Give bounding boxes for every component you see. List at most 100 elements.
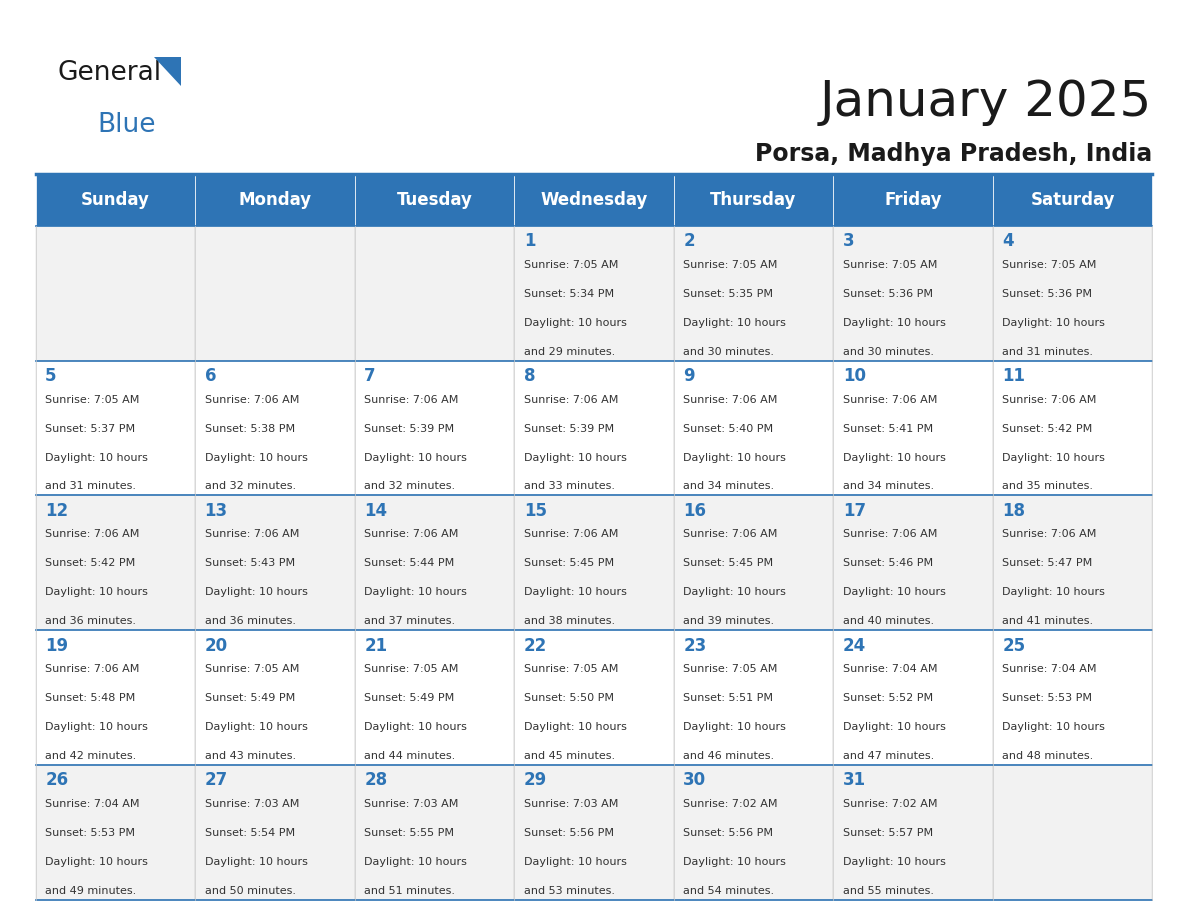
Text: Sunday: Sunday <box>81 191 150 209</box>
Text: Daylight: 10 hours: Daylight: 10 hours <box>45 588 148 598</box>
Text: and 41 minutes.: and 41 minutes. <box>1003 616 1093 626</box>
Text: Sunset: 5:49 PM: Sunset: 5:49 PM <box>365 693 455 703</box>
Text: Daylight: 10 hours: Daylight: 10 hours <box>524 588 626 598</box>
Bar <box>355 630 514 765</box>
Text: and 30 minutes.: and 30 minutes. <box>683 347 775 357</box>
Bar <box>993 226 1152 361</box>
Text: and 40 minutes.: and 40 minutes. <box>842 616 934 626</box>
Text: Sunset: 5:49 PM: Sunset: 5:49 PM <box>204 693 295 703</box>
Text: Daylight: 10 hours: Daylight: 10 hours <box>204 588 308 598</box>
Text: and 45 minutes.: and 45 minutes. <box>524 751 615 761</box>
Text: and 39 minutes.: and 39 minutes. <box>683 616 775 626</box>
Text: Sunrise: 7:04 AM: Sunrise: 7:04 AM <box>842 664 937 674</box>
Text: Sunset: 5:42 PM: Sunset: 5:42 PM <box>45 558 135 568</box>
Text: and 38 minutes.: and 38 minutes. <box>524 616 615 626</box>
Text: Daylight: 10 hours: Daylight: 10 hours <box>204 453 308 463</box>
Text: 8: 8 <box>524 367 536 385</box>
Bar <box>195 765 355 900</box>
Text: Daylight: 10 hours: Daylight: 10 hours <box>45 453 148 463</box>
Bar <box>833 630 993 765</box>
Text: 2: 2 <box>683 232 695 251</box>
Text: Daylight: 10 hours: Daylight: 10 hours <box>683 318 786 328</box>
Text: Sunrise: 7:06 AM: Sunrise: 7:06 AM <box>683 530 778 539</box>
Text: and 34 minutes.: and 34 minutes. <box>683 481 775 491</box>
Text: 10: 10 <box>842 367 866 385</box>
Text: Sunset: 5:53 PM: Sunset: 5:53 PM <box>45 828 135 838</box>
Bar <box>36 496 195 630</box>
Bar <box>355 765 514 900</box>
Bar <box>674 496 833 630</box>
Text: and 32 minutes.: and 32 minutes. <box>204 481 296 491</box>
Text: Daylight: 10 hours: Daylight: 10 hours <box>204 856 308 867</box>
Bar <box>993 765 1152 900</box>
Bar <box>674 630 833 765</box>
Text: Sunset: 5:35 PM: Sunset: 5:35 PM <box>683 289 773 298</box>
Text: 23: 23 <box>683 636 707 655</box>
Bar <box>514 630 674 765</box>
Text: Daylight: 10 hours: Daylight: 10 hours <box>842 318 946 328</box>
Text: and 50 minutes.: and 50 minutes. <box>204 886 296 896</box>
Text: Sunrise: 7:06 AM: Sunrise: 7:06 AM <box>204 530 299 539</box>
Text: and 55 minutes.: and 55 minutes. <box>842 886 934 896</box>
Text: Daylight: 10 hours: Daylight: 10 hours <box>1003 318 1105 328</box>
Text: Sunrise: 7:05 AM: Sunrise: 7:05 AM <box>1003 260 1097 270</box>
Bar <box>833 765 993 900</box>
Text: Daylight: 10 hours: Daylight: 10 hours <box>683 856 786 867</box>
Text: Sunset: 5:46 PM: Sunset: 5:46 PM <box>842 558 933 568</box>
Text: Daylight: 10 hours: Daylight: 10 hours <box>45 722 148 732</box>
Text: 16: 16 <box>683 502 707 520</box>
Text: Sunrise: 7:06 AM: Sunrise: 7:06 AM <box>842 395 937 405</box>
Bar <box>195 630 355 765</box>
Text: Sunset: 5:45 PM: Sunset: 5:45 PM <box>683 558 773 568</box>
Text: Sunrise: 7:06 AM: Sunrise: 7:06 AM <box>365 530 459 539</box>
Text: January 2025: January 2025 <box>820 78 1152 126</box>
Text: Daylight: 10 hours: Daylight: 10 hours <box>365 722 467 732</box>
Bar <box>833 496 993 630</box>
Text: Daylight: 10 hours: Daylight: 10 hours <box>524 453 626 463</box>
Bar <box>195 361 355 496</box>
Bar <box>195 174 355 226</box>
Text: Sunrise: 7:04 AM: Sunrise: 7:04 AM <box>1003 664 1097 674</box>
Text: Sunrise: 7:05 AM: Sunrise: 7:05 AM <box>524 664 618 674</box>
Text: Sunrise: 7:06 AM: Sunrise: 7:06 AM <box>204 395 299 405</box>
Text: Sunrise: 7:05 AM: Sunrise: 7:05 AM <box>45 395 139 405</box>
Text: 17: 17 <box>842 502 866 520</box>
Bar <box>195 226 355 361</box>
Bar <box>514 174 674 226</box>
Text: 29: 29 <box>524 771 546 789</box>
Bar <box>514 226 674 361</box>
Text: 19: 19 <box>45 636 68 655</box>
Text: Sunrise: 7:06 AM: Sunrise: 7:06 AM <box>524 530 618 539</box>
Bar <box>36 226 195 361</box>
Text: 18: 18 <box>1003 502 1025 520</box>
Text: Sunrise: 7:06 AM: Sunrise: 7:06 AM <box>1003 395 1097 405</box>
Bar <box>993 630 1152 765</box>
Text: and 42 minutes.: and 42 minutes. <box>45 751 137 761</box>
Bar <box>355 496 514 630</box>
Text: Daylight: 10 hours: Daylight: 10 hours <box>204 722 308 732</box>
Text: 11: 11 <box>1003 367 1025 385</box>
Text: Daylight: 10 hours: Daylight: 10 hours <box>842 453 946 463</box>
Text: Sunrise: 7:03 AM: Sunrise: 7:03 AM <box>365 799 459 809</box>
Bar <box>355 361 514 496</box>
Text: 21: 21 <box>365 636 387 655</box>
Bar <box>36 174 195 226</box>
Bar <box>36 630 195 765</box>
Text: Daylight: 10 hours: Daylight: 10 hours <box>1003 588 1105 598</box>
Text: Sunrise: 7:03 AM: Sunrise: 7:03 AM <box>204 799 299 809</box>
Text: and 46 minutes.: and 46 minutes. <box>683 751 775 761</box>
Text: Daylight: 10 hours: Daylight: 10 hours <box>1003 453 1105 463</box>
Bar <box>674 765 833 900</box>
Text: and 31 minutes.: and 31 minutes. <box>1003 347 1093 357</box>
Text: Sunrise: 7:06 AM: Sunrise: 7:06 AM <box>365 395 459 405</box>
Text: 13: 13 <box>204 502 228 520</box>
Text: Sunset: 5:42 PM: Sunset: 5:42 PM <box>1003 423 1093 433</box>
Text: 3: 3 <box>842 232 854 251</box>
Text: and 54 minutes.: and 54 minutes. <box>683 886 775 896</box>
Text: 9: 9 <box>683 367 695 385</box>
Text: Sunrise: 7:06 AM: Sunrise: 7:06 AM <box>683 395 778 405</box>
Bar <box>36 361 195 496</box>
Text: Tuesday: Tuesday <box>397 191 473 209</box>
Text: General: General <box>57 60 162 85</box>
Text: and 44 minutes.: and 44 minutes. <box>365 751 455 761</box>
